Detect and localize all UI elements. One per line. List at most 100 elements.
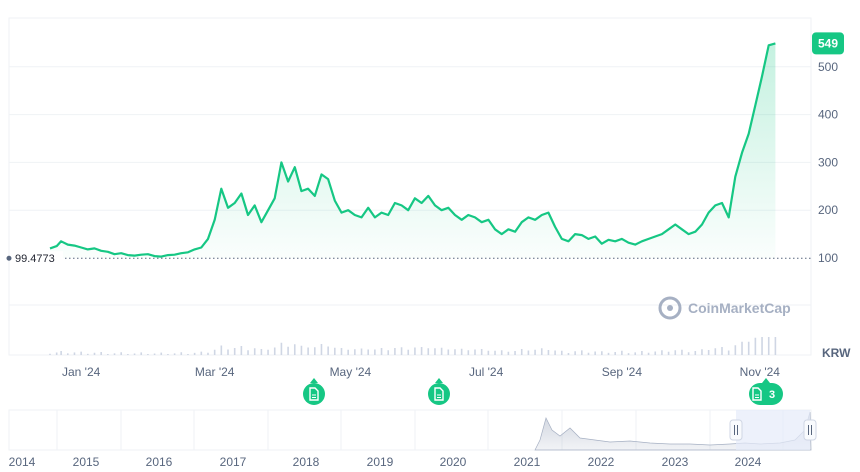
- volume-bar: [494, 350, 496, 355]
- volume-bar: [621, 350, 623, 355]
- volume-bar: [567, 353, 570, 355]
- baseline-label-bg: [13, 251, 63, 266]
- volume-bars: [49, 337, 777, 355]
- x-axis: Jan '24 Mar '24 May '24 Jul '24 Sep '24 Nov '…: [62, 365, 780, 379]
- volume-bar: [487, 350, 490, 355]
- coinmarketcap-logo-icon: [658, 296, 682, 320]
- volume-bar: [560, 350, 563, 355]
- volume-bar: [55, 352, 58, 355]
- volume-bar: [374, 349, 376, 355]
- volume-bar: [587, 352, 590, 355]
- volume-bar: [440, 347, 443, 355]
- volume-bar: [661, 350, 663, 355]
- volume-bar: [641, 351, 643, 355]
- volume-bar: [460, 348, 463, 355]
- navigator-selection[interactable]: [736, 410, 810, 450]
- navigator-year-label: 2022: [588, 455, 615, 469]
- volume-bar: [380, 348, 383, 355]
- volume-bar: [180, 352, 183, 355]
- volume-bar: [554, 350, 556, 355]
- plot-frame: [8, 17, 812, 356]
- volume-bar: [694, 351, 697, 355]
- navigator-year-labels: 2014 2015 2016 2017 2018 2019 2020 2021 2022 2023…: [9, 455, 762, 469]
- baseline-label: 99.4773: [15, 253, 55, 265]
- navigator-right-handle[interactable]: [803, 419, 817, 441]
- price-area: [50, 43, 776, 259]
- volume-bar: [240, 346, 243, 355]
- volume-bar: [49, 353, 51, 355]
- volume-bar: [394, 348, 396, 355]
- volume-bar: [674, 350, 677, 355]
- volume-bar: [547, 350, 550, 355]
- currency-label: KRW: [822, 346, 851, 360]
- volume-bar: [280, 342, 283, 355]
- volume-bar: [734, 345, 737, 355]
- volume-bar: [293, 344, 296, 355]
- range-navigator[interactable]: 2014 2015 2016 2017 2018 2019 2020 2021 2022 2023…: [8, 409, 817, 469]
- x-tick-label: Jan '24: [62, 365, 101, 379]
- volume-bar: [167, 354, 169, 355]
- volume-bar: [173, 353, 176, 355]
- navigator-year-label: 2023: [662, 455, 689, 469]
- volume-bar: [427, 348, 430, 355]
- volume-bar: [87, 353, 89, 355]
- navigator-year-label: 2024: [735, 455, 762, 469]
- navigator-left-handle[interactable]: [729, 419, 743, 441]
- y-tick-label: 400: [818, 108, 838, 122]
- volume-bar: [60, 351, 62, 355]
- volume-bar: [347, 349, 349, 355]
- news-badges[interactable]: 3: [303, 378, 783, 405]
- volume-bar: [407, 349, 410, 355]
- baseline-marker: [6, 255, 12, 261]
- x-tick-label: May '24: [330, 365, 372, 379]
- document-icon: [752, 387, 762, 401]
- volume-bar: [741, 341, 743, 355]
- volume-bar: [67, 353, 69, 355]
- volume-bar: [300, 345, 303, 355]
- y-axis: 100 200 300 400 500: [818, 60, 838, 265]
- volume-bar: [133, 353, 136, 355]
- volume-bar: [307, 347, 309, 355]
- volume-bar: [707, 350, 710, 355]
- volume-bar: [340, 348, 343, 355]
- watermark-text: CoinMarketCap: [688, 300, 791, 316]
- navigator-year-label: 2015: [73, 455, 100, 469]
- volume-bar: [354, 349, 356, 355]
- volume-bar: [727, 350, 730, 355]
- volume-bar: [100, 352, 102, 355]
- volume-bar: [160, 352, 163, 355]
- volume-bar: [701, 349, 703, 355]
- volume-bar: [287, 346, 289, 355]
- news-badge[interactable]: [303, 378, 325, 405]
- volume-bar: [767, 337, 770, 355]
- volume-bar: [514, 351, 516, 355]
- news-badge[interactable]: 3: [749, 378, 783, 405]
- navigator-year-label: 2020: [440, 455, 467, 469]
- y-tick-label: 200: [818, 203, 838, 217]
- volume-bar: [367, 349, 369, 355]
- volume-bar: [187, 354, 189, 355]
- volume-bar: [120, 352, 123, 355]
- y-tick-label: 300: [818, 155, 838, 169]
- volume-bar: [500, 350, 503, 355]
- navigator-year-label: 2018: [293, 455, 320, 469]
- volume-bar: [614, 352, 616, 355]
- x-tick-label: Sep '24: [602, 365, 643, 379]
- price-line: [49, 42, 776, 258]
- volume-bar: [774, 337, 777, 355]
- volume-bar: [581, 350, 583, 355]
- volume-bar: [247, 350, 249, 355]
- volume-bar: [714, 348, 717, 355]
- volume-bar: [761, 337, 763, 355]
- volume-bar: [634, 352, 637, 355]
- volume-bar: [627, 353, 630, 355]
- volume-bar: [754, 337, 757, 355]
- navigator-year-label: 2016: [146, 455, 173, 469]
- news-badge[interactable]: [428, 378, 450, 405]
- volume-bar: [147, 354, 149, 355]
- current-price-tag: 549: [812, 32, 844, 55]
- volume-bar: [220, 345, 223, 355]
- volume-bar: [360, 348, 363, 355]
- volume-bar: [227, 349, 229, 355]
